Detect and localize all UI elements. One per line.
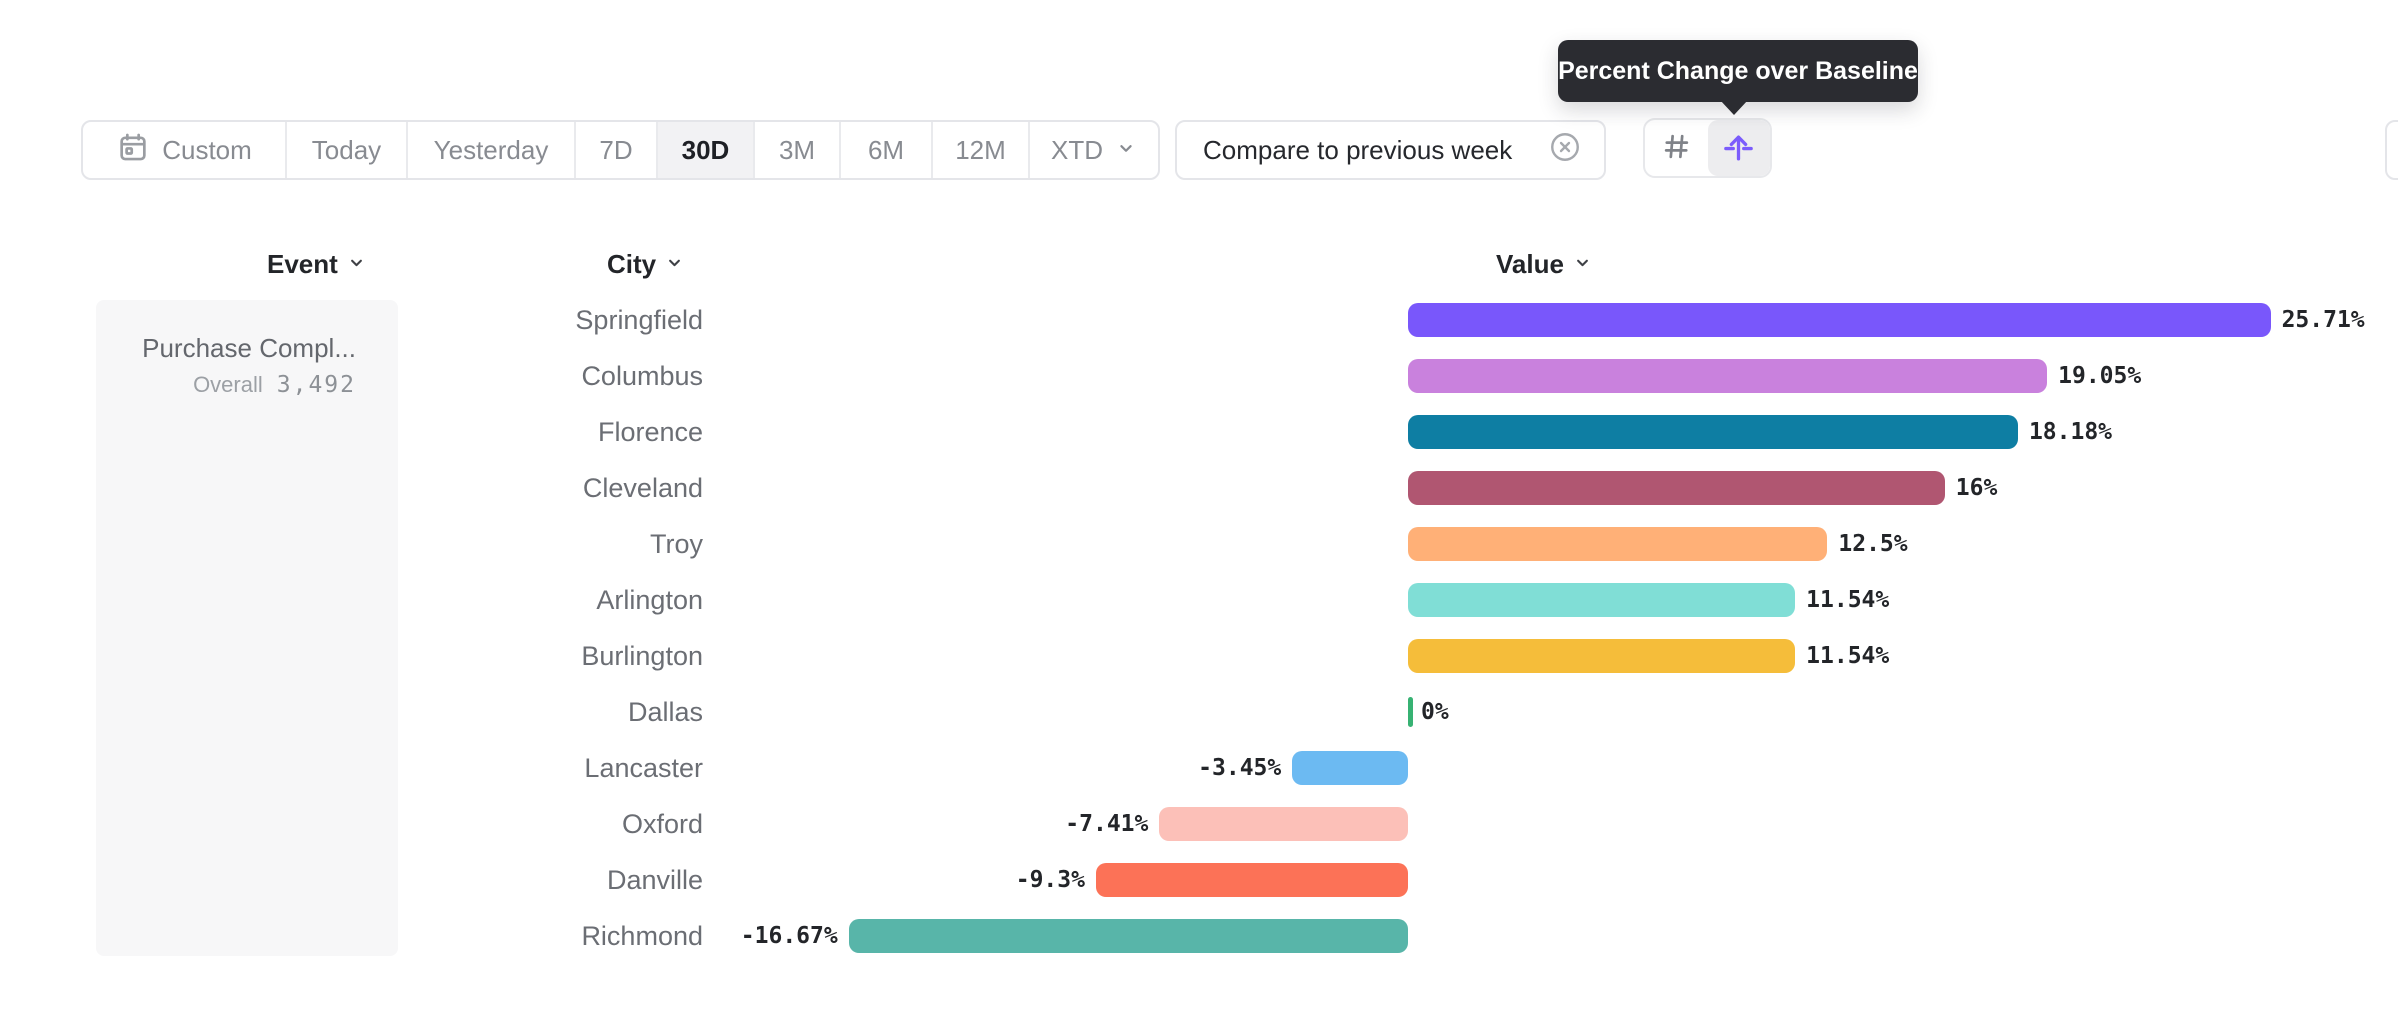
category-label: Oxford [621,809,703,839]
arrow-up-from-line-icon [1722,130,1755,166]
chart-row: Burlington 11.54% [400,628,2398,684]
x-circle-icon[interactable] [1548,130,1582,171]
date-range-xtd[interactable]: XTD [1028,122,1158,178]
date-range-label: 30D [681,134,730,165]
column-header-event[interactable]: Event [267,247,367,281]
value-label: 11.54% [1806,587,1890,613]
calendar-icon [116,130,150,171]
tooltip: Percent Change over Baseline [1558,40,1918,115]
date-range-today[interactable]: Today [285,122,406,178]
chart-row: Troy 12.5% [400,516,2398,572]
bar[interactable] [1408,415,2018,449]
event-name: Purchase Compl... [142,333,356,363]
category-label: Danville [606,865,703,895]
date-range-3m[interactable]: 3M [753,122,839,178]
date-range-7d[interactable]: 7D [574,122,656,178]
category-label: Burlington [581,641,703,671]
date-range-toolbar: Custom Today Yesterday 7D 30D 3M 6M 12M … [81,120,1160,180]
bar[interactable] [1408,639,1796,673]
tooltip-caret [1720,100,1748,115]
percent-change-baseline-button[interactable] [1707,120,1770,176]
chevron-down-icon [346,249,367,280]
bar[interactable] [848,919,1408,953]
bar[interactable] [1159,807,1408,841]
chart-row: Richmond -16.67% [400,908,2398,964]
overall-label: Overall [193,372,263,397]
column-header-label: Value [1496,248,1564,279]
compare-label: Compare to previous week [1203,134,1513,165]
date-range-label: Today [311,134,382,165]
chart-row: Oxford -7.41% [400,796,2398,852]
chart-row: Florence 18.18% [400,404,2398,460]
value-label: -16.67% [740,923,838,949]
overall-value: 3,492 [276,372,356,398]
grid-view-button[interactable] [1645,120,1708,176]
category-label: Columbus [581,361,703,391]
date-range-label: 3M [778,134,816,165]
category-label: Cleveland [582,473,703,503]
category-label: Arlington [596,585,703,615]
date-range-yesterday[interactable]: Yesterday [406,122,574,178]
category-label: Lancaster [584,753,703,783]
bar[interactable] [1408,303,2271,337]
chart-row: Danville -9.3% [400,852,2398,908]
value-display-toggle [1643,118,1772,178]
event-overall-row: Overall 3,492 [116,372,356,398]
value-label: -3.45% [1198,755,1282,781]
chevron-down-icon [1115,135,1137,166]
date-range-label: 6M [867,134,905,165]
chart-row: Lancaster -3.45% [400,740,2398,796]
chart-row: Columbus 19.05% [400,348,2398,404]
hash-icon [1661,131,1692,165]
chevron-down-icon [1572,249,1593,280]
category-label: Florence [597,417,703,447]
value-label: 11.54% [1806,643,1890,669]
compare-to-previous-week-button[interactable]: Compare to previous week [1175,120,1606,180]
date-range-30d[interactable]: 30D [656,122,753,178]
column-header-city[interactable]: City [607,247,685,281]
category-label: Dallas [627,697,703,727]
value-label: 12.5% [1838,531,1908,557]
category-label: Troy [650,529,703,559]
bar[interactable] [1095,863,1408,897]
bar[interactable] [1408,583,1796,617]
date-range-label: Custom [162,134,252,165]
category-label: Richmond [581,921,703,951]
value-label: 18.18% [2028,419,2113,445]
value-label: 16% [1955,475,1998,501]
chart-row: Arlington 11.54% [400,572,2398,628]
value-label: -7.41% [1065,811,1149,837]
bar[interactable] [1408,527,1828,561]
date-range-label: XTD [1051,134,1103,165]
chart-row: Springfield 25.71% [400,292,2398,348]
bar[interactable] [1408,471,1945,505]
value-label: 25.71% [2281,307,2365,333]
bar-chart: Springfield 25.71% Columbus 19.05% Florence 1… [400,292,2398,964]
date-range-label: 12M [955,134,1006,165]
date-range-label: 7D [599,134,633,165]
date-range-12m[interactable]: 12M [931,122,1028,178]
column-header-value[interactable]: Value [1496,247,1593,281]
chevron-down-icon [664,249,685,280]
column-header-label: City [607,248,657,279]
bar[interactable] [1292,751,1408,785]
bar[interactable] [1408,697,1413,727]
category-label: Springfield [575,305,703,335]
date-range-label: Yesterday [433,134,549,165]
tooltip-text: Percent Change over Baseline [1558,56,1918,85]
value-label: 0% [1421,699,1449,725]
value-label: 19.05% [2058,363,2142,389]
date-range-custom[interactable]: Custom [83,122,285,178]
chart-row: Dallas 0% [400,684,2398,740]
event-card[interactable]: Purchase Compl... Overall 3,492 [96,300,398,956]
bar[interactable] [1408,359,2048,393]
cutoff-toolbar-button[interactable] [2385,120,2398,180]
date-range-6m[interactable]: 6M [839,122,931,178]
column-header-label: Event [267,248,338,279]
chart-row: Cleveland 16% [400,460,2398,516]
value-label: -9.3% [1015,867,1085,893]
